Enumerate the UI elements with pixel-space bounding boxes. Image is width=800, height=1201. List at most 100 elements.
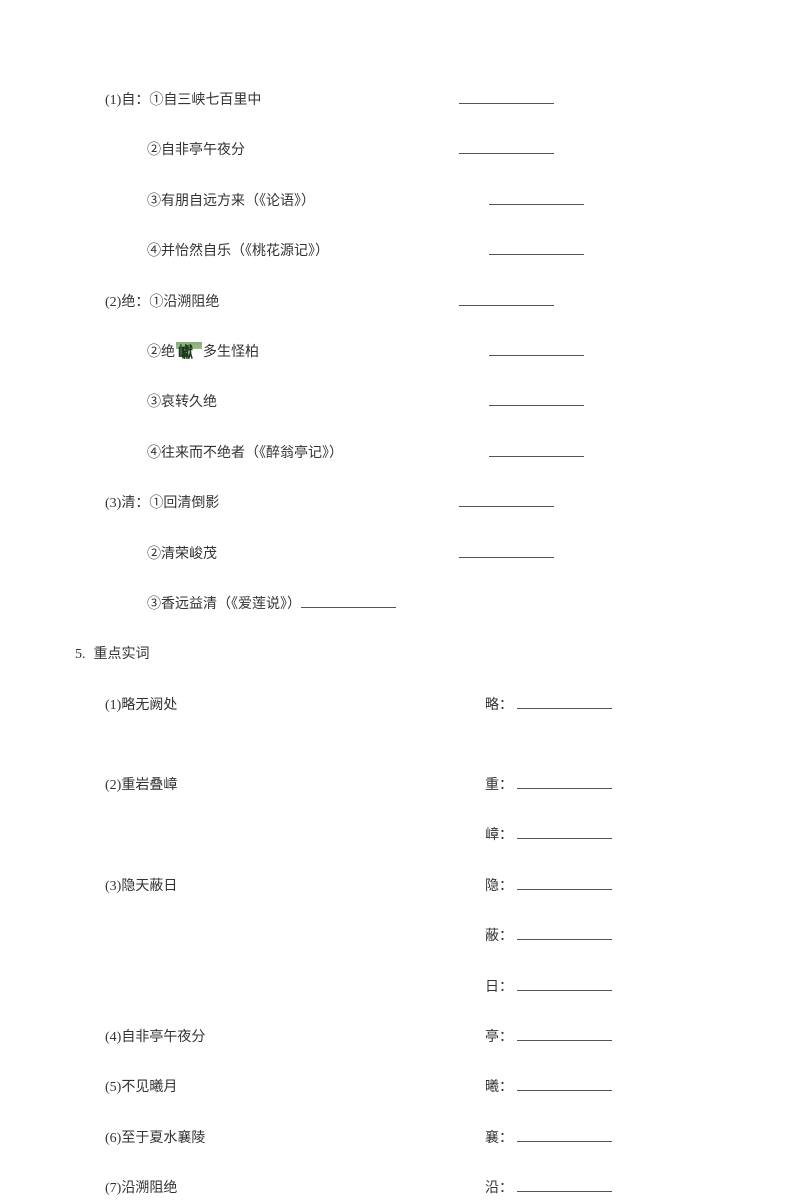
vocab-left: (1)略无阙处 bbox=[75, 695, 455, 717]
vocab-right: 蔽： bbox=[455, 926, 725, 948]
polysemy-row: ②绝 多生怪柏 bbox=[75, 342, 725, 364]
vocab-phrase: (3)隐天蔽日 bbox=[105, 876, 177, 898]
item-left: ②自非亭午夜分 bbox=[75, 140, 455, 162]
item-text: ③香远益清（《爱莲说》） bbox=[147, 594, 301, 616]
answer-blank[interactable] bbox=[489, 342, 584, 356]
vocab-row: (7)沿溯阻绝 沿： bbox=[75, 1178, 725, 1200]
item-right bbox=[455, 191, 725, 205]
answer-blank[interactable] bbox=[517, 1128, 612, 1142]
vocab-left: (4)自非亭午夜分 bbox=[75, 1027, 455, 1049]
vocab-right: 重： bbox=[455, 775, 725, 797]
item-right bbox=[455, 493, 725, 507]
item-right bbox=[455, 342, 725, 356]
polysemy-row: ④并怡然自乐（《桃花源记》） bbox=[75, 241, 725, 263]
vocab-char-label: 曦： bbox=[485, 1077, 513, 1099]
rare-char-image bbox=[176, 342, 202, 360]
answer-blank[interactable] bbox=[517, 825, 612, 839]
item-text-suffix: 多生怪柏 bbox=[203, 342, 259, 364]
answer-blank[interactable] bbox=[459, 292, 554, 306]
vocab-char-label: 沿： bbox=[485, 1178, 513, 1200]
item-right bbox=[455, 544, 725, 558]
answer-blank[interactable] bbox=[489, 392, 584, 406]
item-text: ④并怡然自乐（《桃花源记》） bbox=[147, 241, 329, 263]
answer-blank[interactable] bbox=[517, 775, 612, 789]
answer-blank[interactable] bbox=[459, 544, 554, 558]
vocab-right: 襄： bbox=[455, 1128, 725, 1150]
vocab-char-label: 亭： bbox=[485, 1027, 513, 1049]
item-text: ③有朋自远方来（《论语》） bbox=[147, 191, 315, 213]
item-text: (3)清：①回清倒影 bbox=[105, 493, 219, 515]
section-title: 重点实词 bbox=[94, 644, 150, 666]
answer-blank[interactable] bbox=[517, 695, 612, 709]
item-text: ④往来而不绝者（《醉翁亭记》） bbox=[147, 443, 343, 465]
answer-blank[interactable] bbox=[489, 191, 584, 205]
answer-blank[interactable] bbox=[459, 90, 554, 104]
answer-blank[interactable] bbox=[489, 443, 584, 457]
answer-blank[interactable] bbox=[517, 926, 612, 940]
vocab-right: 隐： bbox=[455, 876, 725, 898]
item-right bbox=[455, 90, 725, 104]
vocab-row: 嶂： bbox=[75, 825, 725, 847]
item-text-prefix: ②绝 bbox=[147, 342, 175, 364]
item-left: ②绝 多生怪柏 bbox=[75, 342, 455, 364]
vocab-char-label: 重： bbox=[485, 775, 513, 797]
vocab-char-label: 蔽： bbox=[485, 926, 513, 948]
answer-blank[interactable] bbox=[517, 876, 612, 890]
item-text: (2)绝：①沿溯阻绝 bbox=[105, 292, 219, 314]
section-number: 5. bbox=[75, 644, 86, 666]
item-right bbox=[455, 241, 725, 255]
vocab-row: 蔽： bbox=[75, 926, 725, 948]
vocab-row: (4)自非亭午夜分 亭： bbox=[75, 1027, 725, 1049]
vocab-row: 日： bbox=[75, 977, 725, 999]
item-left: ③香远益清（《爱莲说》） bbox=[75, 594, 455, 616]
answer-blank[interactable] bbox=[489, 241, 584, 255]
section-header: 5. 重点实词 bbox=[75, 644, 725, 666]
item-left: (3)清：①回清倒影 bbox=[75, 493, 455, 515]
polysemy-row: (1)自：①自三峡七百里中 bbox=[75, 90, 725, 112]
vocab-row: (2)重岩叠嶂 重： bbox=[75, 775, 725, 797]
spacer bbox=[75, 745, 725, 775]
vocab-right: 沿： bbox=[455, 1178, 725, 1200]
answer-blank[interactable] bbox=[517, 977, 612, 991]
item-text: ②清荣峻茂 bbox=[147, 544, 217, 566]
vocab-phrase: (2)重岩叠嶂 bbox=[105, 775, 177, 797]
vocab-right: 略： bbox=[455, 695, 725, 717]
polysemy-row: (3)清：①回清倒影 bbox=[75, 493, 725, 515]
vocab-char-label: 襄： bbox=[485, 1128, 513, 1150]
answer-blank[interactable] bbox=[517, 1077, 612, 1091]
polysemy-row: ③香远益清（《爱莲说》） bbox=[75, 594, 725, 616]
vocab-right: 亭： bbox=[455, 1027, 725, 1049]
item-left: ④并怡然自乐（《桃花源记》） bbox=[75, 241, 455, 263]
vocab-left: (2)重岩叠嶂 bbox=[75, 775, 455, 797]
polysemy-row: ②自非亭午夜分 bbox=[75, 140, 725, 162]
answer-blank[interactable] bbox=[459, 140, 554, 154]
item-right bbox=[455, 443, 725, 457]
item-left: ②清荣峻茂 bbox=[75, 544, 455, 566]
answer-blank[interactable] bbox=[301, 594, 396, 608]
item-left: ③哀转久绝 bbox=[75, 392, 455, 414]
vocab-phrase: (6)至于夏水襄陵 bbox=[105, 1128, 205, 1150]
polysemy-row: ④往来而不绝者（《醉翁亭记》） bbox=[75, 443, 725, 465]
answer-blank[interactable] bbox=[517, 1027, 612, 1041]
item-text: ②自非亭午夜分 bbox=[147, 140, 245, 162]
item-right bbox=[455, 140, 725, 154]
vocab-row: (3)隐天蔽日 隐： bbox=[75, 876, 725, 898]
vocab-row: (6)至于夏水襄陵 襄： bbox=[75, 1128, 725, 1150]
vocab-row: (5)不见曦月 曦： bbox=[75, 1077, 725, 1099]
item-left: ④往来而不绝者（《醉翁亭记》） bbox=[75, 443, 455, 465]
vocab-right: 日： bbox=[455, 977, 725, 999]
answer-blank[interactable] bbox=[517, 1178, 612, 1192]
vocab-phrase: (7)沿溯阻绝 bbox=[105, 1178, 177, 1200]
item-left: (1)自：①自三峡七百里中 bbox=[75, 90, 455, 112]
vocab-phrase: (5)不见曦月 bbox=[105, 1077, 177, 1099]
vocab-left: (3)隐天蔽日 bbox=[75, 876, 455, 898]
item-left: (2)绝：①沿溯阻绝 bbox=[75, 292, 455, 314]
vocab-phrase: (1)略无阙处 bbox=[105, 695, 177, 717]
vocab-left: (7)沿溯阻绝 bbox=[75, 1178, 455, 1200]
answer-blank[interactable] bbox=[459, 493, 554, 507]
polysemy-row: ③哀转久绝 bbox=[75, 392, 725, 414]
polysemy-row: ③有朋自远方来（《论语》） bbox=[75, 191, 725, 213]
item-text: ③哀转久绝 bbox=[147, 392, 217, 414]
vocab-char-label: 略： bbox=[485, 695, 513, 717]
item-right bbox=[455, 292, 725, 306]
